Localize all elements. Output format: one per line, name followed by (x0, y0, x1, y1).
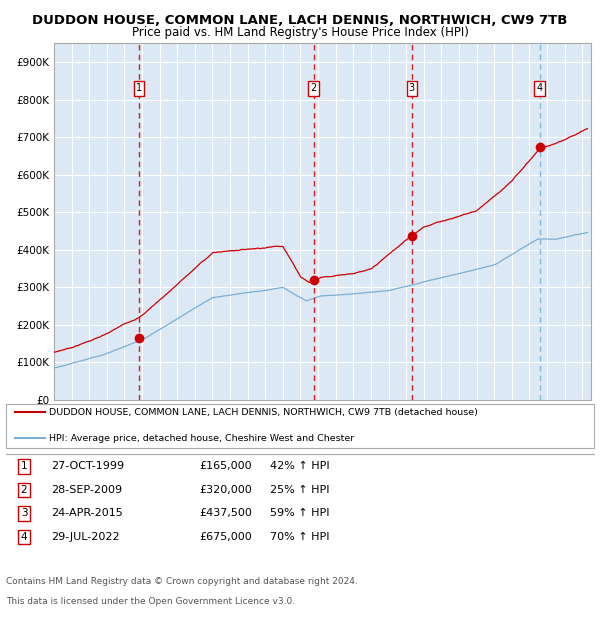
Text: 25% ↑ HPI: 25% ↑ HPI (270, 485, 329, 495)
Text: 1: 1 (20, 461, 28, 471)
Text: 2: 2 (310, 84, 317, 94)
Text: 2: 2 (20, 485, 28, 495)
Text: Price paid vs. HM Land Registry's House Price Index (HPI): Price paid vs. HM Land Registry's House … (131, 26, 469, 39)
Text: 28-SEP-2009: 28-SEP-2009 (51, 485, 122, 495)
Text: £320,000: £320,000 (199, 485, 252, 495)
Text: £437,500: £437,500 (199, 508, 252, 518)
Text: £675,000: £675,000 (199, 532, 252, 542)
Text: £165,000: £165,000 (199, 461, 252, 471)
Text: 3: 3 (409, 84, 415, 94)
Text: HPI: Average price, detached house, Cheshire West and Chester: HPI: Average price, detached house, Ches… (49, 434, 355, 443)
Text: 70% ↑ HPI: 70% ↑ HPI (270, 532, 329, 542)
Text: Contains HM Land Registry data © Crown copyright and database right 2024.: Contains HM Land Registry data © Crown c… (6, 577, 358, 586)
Text: 24-APR-2015: 24-APR-2015 (51, 508, 123, 518)
Text: 29-JUL-2022: 29-JUL-2022 (51, 532, 119, 542)
Text: DUDDON HOUSE, COMMON LANE, LACH DENNIS, NORTHWICH, CW9 7TB: DUDDON HOUSE, COMMON LANE, LACH DENNIS, … (32, 14, 568, 27)
Text: 59% ↑ HPI: 59% ↑ HPI (270, 508, 329, 518)
Text: 3: 3 (20, 508, 28, 518)
Text: This data is licensed under the Open Government Licence v3.0.: This data is licensed under the Open Gov… (6, 597, 295, 606)
Text: 4: 4 (20, 532, 28, 542)
Text: DUDDON HOUSE, COMMON LANE, LACH DENNIS, NORTHWICH, CW9 7TB (detached house): DUDDON HOUSE, COMMON LANE, LACH DENNIS, … (49, 408, 478, 417)
Text: 42% ↑ HPI: 42% ↑ HPI (270, 461, 329, 471)
Text: 1: 1 (136, 84, 142, 94)
Text: 4: 4 (536, 84, 542, 94)
Text: 27-OCT-1999: 27-OCT-1999 (51, 461, 124, 471)
